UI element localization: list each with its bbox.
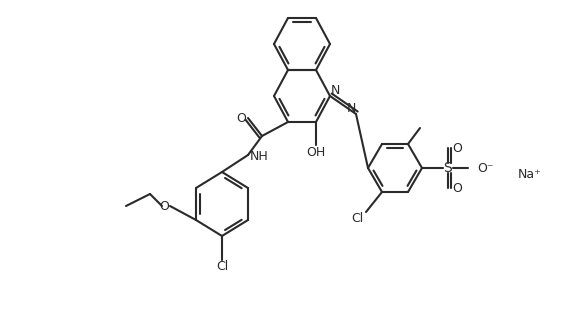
Text: Cl: Cl: [351, 212, 363, 225]
Text: O: O: [236, 111, 246, 124]
Text: Cl: Cl: [216, 261, 228, 274]
Text: NH: NH: [250, 150, 269, 163]
Text: O: O: [159, 199, 169, 212]
Text: OH: OH: [306, 145, 325, 158]
Text: N: N: [330, 84, 340, 96]
Text: O: O: [452, 182, 462, 194]
Text: S: S: [444, 161, 453, 175]
Text: O⁻: O⁻: [477, 162, 494, 174]
Text: Na⁺: Na⁺: [518, 168, 542, 182]
Text: N: N: [346, 101, 355, 115]
Text: O: O: [452, 142, 462, 154]
